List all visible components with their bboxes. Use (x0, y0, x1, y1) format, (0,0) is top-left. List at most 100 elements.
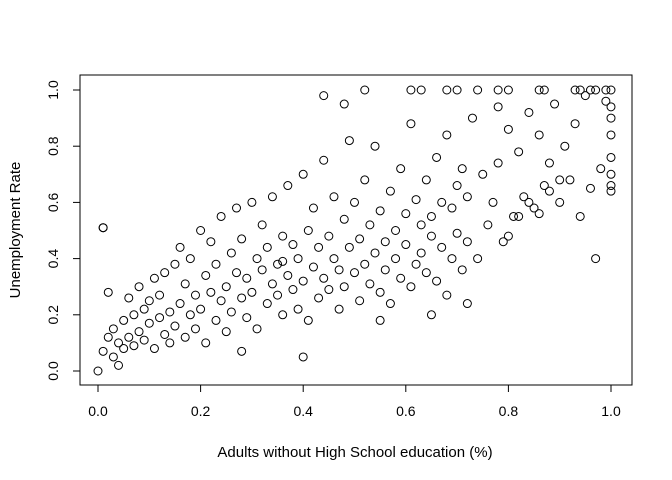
data-point (144, 296, 154, 306)
data-point (365, 279, 375, 289)
data-point (442, 85, 452, 95)
data-point (462, 192, 472, 202)
data-point (385, 299, 395, 309)
data-point (308, 262, 318, 272)
data-point (114, 360, 124, 370)
x-tick-label: 0.0 (88, 403, 108, 419)
data-point (278, 256, 288, 266)
y-tick-label: 0.6 (45, 192, 61, 212)
data-point (421, 175, 431, 185)
data-point (375, 287, 385, 297)
y-tick-label: 0.8 (45, 136, 61, 156)
data-point (478, 169, 488, 179)
data-point (293, 254, 303, 264)
data-point (329, 192, 339, 202)
data-point (360, 85, 370, 95)
data-point (411, 195, 421, 205)
x-tick-label: 0.8 (499, 403, 519, 419)
data-point (242, 313, 252, 323)
data-point (519, 192, 529, 202)
data-point (493, 85, 503, 95)
data-point (447, 254, 457, 264)
data-point (416, 85, 426, 95)
data-point (237, 234, 247, 244)
data-point (160, 268, 170, 278)
data-point (170, 259, 180, 269)
data-point (201, 338, 211, 348)
data-point (467, 113, 477, 123)
data-point (180, 279, 190, 289)
data-point (196, 226, 206, 235)
data-point (170, 321, 180, 331)
data-point (185, 310, 195, 320)
data-point (134, 327, 144, 337)
data-point (396, 164, 406, 174)
data-point (149, 273, 159, 283)
data-point (278, 231, 288, 241)
data-point (93, 366, 103, 376)
data-point (319, 91, 329, 101)
data-point (180, 332, 190, 342)
data-point (606, 152, 616, 162)
data-point (437, 197, 447, 207)
data-point (416, 220, 426, 230)
data-point (544, 186, 554, 196)
data-point (391, 254, 401, 264)
data-point (319, 273, 329, 283)
data-point (421, 268, 431, 278)
data-point (329, 254, 339, 264)
data-point (375, 315, 385, 325)
data-point (493, 102, 503, 112)
data-point (606, 102, 616, 112)
data-point (242, 273, 252, 283)
data-point (426, 231, 436, 241)
data-point (539, 181, 549, 191)
data-point (165, 307, 175, 317)
data-point (155, 290, 165, 300)
y-axis-title: Unemployment Rate (7, 162, 24, 299)
data-point (267, 279, 277, 289)
data-point (606, 186, 616, 196)
data-point (221, 282, 231, 292)
data-point (544, 158, 554, 168)
data-point (211, 259, 221, 269)
data-point (324, 231, 334, 241)
data-point (575, 85, 585, 95)
data-point (262, 242, 272, 252)
data-point (539, 85, 549, 95)
data-point (232, 203, 242, 213)
data-point (406, 119, 416, 129)
data-point (375, 206, 385, 216)
x-tick-label: 0.6 (396, 403, 416, 419)
data-point (252, 324, 262, 334)
data-point (406, 282, 416, 292)
data-point (401, 240, 411, 250)
data-point (380, 237, 390, 247)
data-point (201, 270, 211, 280)
data-point (432, 276, 442, 286)
data-point (319, 155, 329, 165)
data-point (498, 237, 508, 247)
data-point (432, 152, 442, 162)
data-point (226, 307, 236, 317)
data-point (396, 273, 406, 283)
data-point (591, 85, 601, 95)
y-tick-label: 1.0 (45, 80, 61, 100)
data-point (360, 175, 370, 185)
data-point (103, 287, 113, 297)
data-point (524, 197, 534, 207)
data-point (103, 332, 113, 342)
data-point (252, 254, 262, 264)
data-point (114, 338, 124, 348)
data-point (570, 85, 580, 95)
data-point (190, 324, 200, 334)
data-point (447, 203, 457, 213)
data-point (288, 240, 298, 250)
data-point (426, 310, 436, 320)
data-point (565, 175, 575, 185)
data-point (406, 85, 416, 95)
data-point (247, 197, 257, 207)
data-point (452, 85, 462, 95)
data-point (257, 265, 267, 275)
data-point (585, 183, 595, 193)
